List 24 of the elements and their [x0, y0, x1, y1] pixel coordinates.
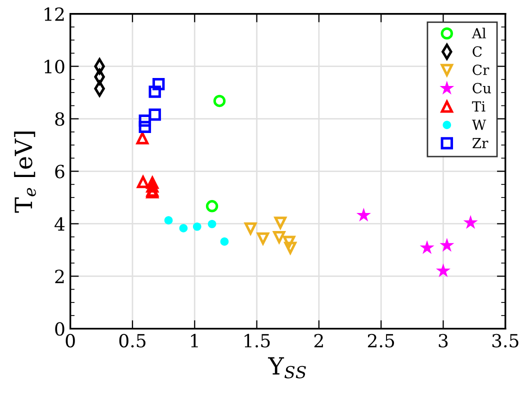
x-tick-label: 2 [314, 334, 323, 348]
x-axis-title: Y$_{SS}$ [268, 357, 306, 378]
y-tick-label: 8 [55, 112, 64, 126]
legend-label: Zr [472, 138, 488, 148]
y-tick-label: 6 [55, 164, 64, 178]
legend-label: Cu [472, 82, 491, 94]
y-tick-label: 10 [44, 60, 64, 74]
y-axis-title: T$_{e}$ [eV] [14, 132, 36, 213]
x-tick-label: 1 [191, 334, 198, 348]
x-tick-label: 3.5 [492, 334, 518, 348]
legend-label: Ti [472, 101, 486, 112]
x-tick-label: 2.5 [368, 334, 394, 348]
x-tick-label: 3 [438, 334, 448, 348]
x-tick-label: 0.5 [119, 334, 146, 348]
legend-label: W [472, 120, 486, 130]
y-tick-label: 2 [55, 270, 64, 284]
y-tick-label: 12 [44, 7, 64, 21]
x-tick-label: 1.5 [244, 334, 270, 348]
y-tick-label: 0 [55, 322, 64, 336]
y-tick-label: 4 [54, 217, 65, 231]
legend-label: Al [472, 28, 486, 38]
legend-label: Cr [472, 64, 490, 76]
x-tick-label: 0 [66, 334, 75, 348]
legend-label: C [472, 46, 482, 57]
